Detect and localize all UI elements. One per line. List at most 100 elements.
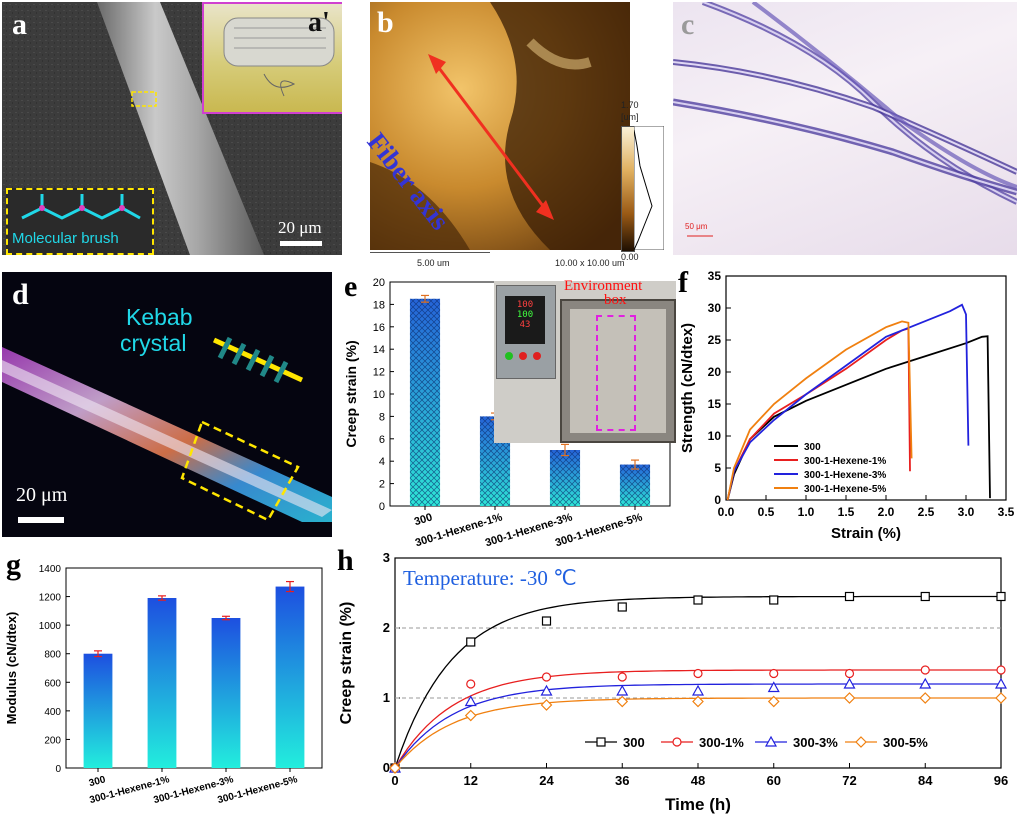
y-tick-label: 10: [708, 429, 722, 443]
x-tick-label: 3.5: [998, 505, 1015, 519]
y-tick-label: 2: [383, 620, 390, 635]
y-tick-label: 6: [379, 434, 385, 446]
y-tick-label: 0: [55, 764, 61, 775]
panel-label-g: g: [6, 548, 21, 581]
y-tick-label: 0: [714, 493, 721, 507]
x-tick-label: 300: [88, 774, 107, 789]
data-point-circle: [466, 679, 476, 689]
y-tick-label: 10: [373, 389, 385, 401]
data-point-circle: [672, 737, 682, 747]
y-axis-label: Strength (cN/dtex): [679, 323, 696, 453]
data-point-circle: [844, 668, 855, 679]
plot-frame: [65, 567, 323, 769]
y-tick-label: 30: [708, 301, 722, 315]
legend-label: 300-5%: [883, 735, 928, 750]
bar-hatch: [619, 464, 651, 506]
panel-label-f: f: [678, 266, 688, 299]
x-tick-label: 24: [539, 773, 554, 788]
y-tick-label: 15: [708, 397, 722, 411]
data-point-diamond: [540, 699, 553, 711]
y-tick-label: 600: [44, 678, 61, 689]
chart-f-svg: 0 5 10 15 20 25 30 35 0.0 0.5 1.0 1.5 2.0 2.5 3.0 3.5 30…: [679, 269, 1015, 542]
x-tick-label: 72: [842, 773, 856, 788]
panel-b-afm-image: Fiber axis b 1.70 [um] 0.00 5.00 um 10.0…: [345, 2, 665, 270]
data-point-square: [541, 616, 552, 626]
data-point-diamond: [843, 692, 856, 704]
y-tick-label: 16: [373, 322, 385, 334]
y-axis-label: Modulus (cN/dtex): [4, 612, 19, 725]
data-point-triangle: [540, 684, 553, 696]
controller-reading-2: 100: [516, 310, 534, 320]
data-point-circle: [996, 665, 1006, 675]
controller-reading-3: 43: [519, 320, 531, 330]
fit-curve: [394, 697, 1001, 769]
legend-label: 300-1-Hexene-3%: [804, 470, 886, 481]
data-point-square: [920, 591, 930, 602]
panel-h-creep-time-chart: 0 1 2 3 0 12 24 36 48 60 72 84 96 300 300-1% 300-3% 300-…: [333, 542, 1017, 816]
x-tick-label: 1.5: [838, 505, 855, 519]
colorbar-max-label: 1.70: [621, 100, 639, 110]
kebab-crystal-label-line1: Kebab: [126, 304, 193, 330]
x-tick-label: 48: [691, 773, 705, 788]
y-tick-label: 25: [708, 333, 722, 347]
environment-box-label-line2: box: [604, 292, 627, 308]
scale-bar-label-c: 50 μm: [685, 222, 708, 231]
y-tick-label: 1400: [39, 564, 62, 575]
panel-d-polarized-image: d Kebab crystal 20 μm: [2, 272, 332, 537]
y-tick-label: 1000: [39, 621, 62, 632]
x-axis-label: Strain (%): [831, 525, 901, 542]
data-point-diamond: [692, 695, 704, 708]
data-point-diamond: [767, 695, 780, 708]
molecular-brush-inset: Molecular brush: [6, 188, 154, 255]
y-tick-label: 0: [379, 501, 385, 513]
x-axis-label: Time (h): [665, 795, 731, 814]
data-point-square: [466, 637, 476, 647]
y-tick-label: 5: [714, 461, 721, 475]
legend-label: 300-3%: [793, 735, 838, 750]
y-tick-label: 14: [373, 344, 385, 356]
data-point-circle: [769, 668, 779, 679]
panel-e-creep-chart: 0 2 4 6 8 10 12 14 16 18 20 300 300-1-Hexene-1% 300-1…: [338, 268, 678, 555]
controller-panel: 100 100 43: [496, 285, 556, 379]
environment-chamber: [560, 299, 676, 443]
afm-colorbar: [621, 126, 635, 252]
y-tick-label: 12: [373, 367, 385, 379]
molecular-brush-icon: [21, 194, 141, 220]
data-point-triangle: [919, 677, 932, 689]
fit-curve: [394, 683, 1001, 769]
y-tick-label: 400: [44, 707, 61, 718]
y-tick-label: 20: [373, 277, 385, 289]
bar-hatch: [409, 298, 441, 506]
x-tick-label: 2.5: [918, 505, 935, 519]
afm-histogram: [634, 126, 664, 250]
data-point-triangle: [843, 677, 856, 689]
y-tick-label: 20: [708, 365, 722, 379]
y-tick-label: 4: [379, 456, 385, 468]
x-tick-label: 0: [391, 773, 398, 788]
inset-a-prime-photo: a': [202, 2, 342, 114]
legend-label: 300-1-Hexene-1%: [804, 456, 886, 467]
kebab-crystal-label-line2: crystal: [120, 330, 187, 356]
colorbar-min-label: 0.00: [621, 252, 639, 262]
afm-scale-line: [370, 252, 490, 253]
colorbar-unit-label: [um]: [621, 112, 639, 122]
x-tick-label: 3.0: [958, 505, 975, 519]
panel-label-b: b: [377, 6, 394, 39]
panel-label-h: h: [337, 544, 354, 577]
environment-box-inset: 100 100 43 Environment box: [494, 278, 676, 443]
data-point-circle: [541, 672, 552, 682]
afm-scale-label: 5.00 um: [417, 258, 450, 268]
data-point-square: [769, 595, 779, 605]
panel-label-a-prime: a': [308, 7, 330, 38]
scale-bar-d: [18, 517, 64, 523]
bar: [83, 653, 113, 768]
x-tick-label: 300: [413, 511, 434, 528]
x-tick-label: 60: [767, 773, 781, 788]
panel-label-d: d: [12, 278, 29, 311]
legend-label: 300-1%: [699, 735, 744, 750]
y-tick-label: 18: [373, 299, 385, 311]
legend-label: 300: [804, 442, 821, 453]
data-point-square: [996, 591, 1006, 602]
bar: [275, 586, 305, 768]
